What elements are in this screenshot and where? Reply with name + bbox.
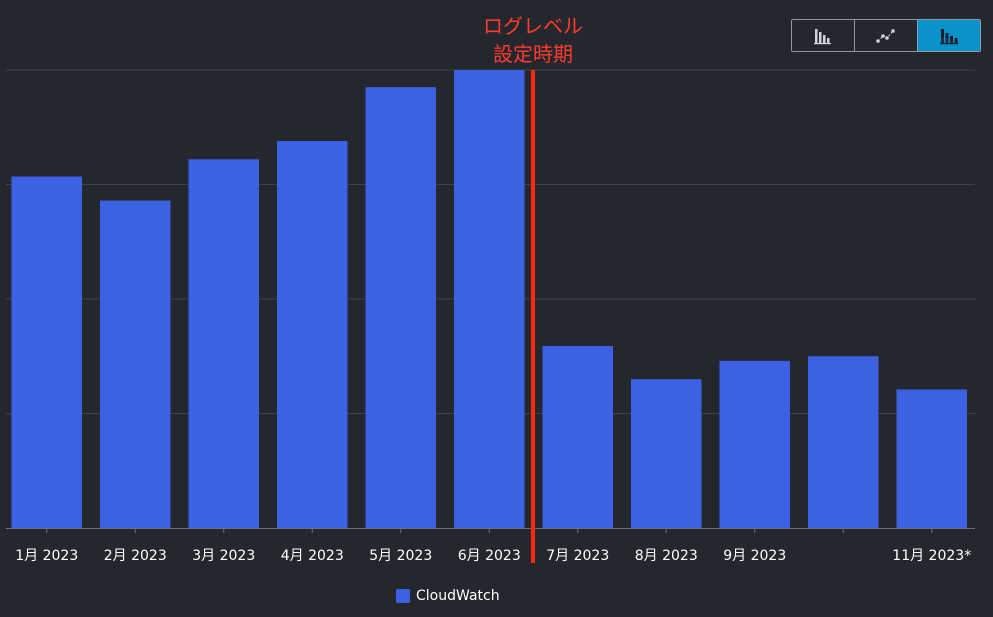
line-chart-icon xyxy=(876,28,895,43)
legend-swatch-cloudwatch[interactable] xyxy=(396,589,410,603)
x-tick-label: 11月 2023* xyxy=(892,548,971,564)
bar[interactable] xyxy=(631,379,702,528)
stacked-bar-chart-icon xyxy=(940,28,958,44)
x-tick-label: 6月 2023 xyxy=(458,548,521,564)
bar[interactable] xyxy=(719,360,791,528)
legend-label-cloudwatch: CloudWatch xyxy=(416,588,500,604)
bar[interactable] xyxy=(542,345,614,528)
x-tick-labels: 1月 2023 2月 2023 3月 2023 4月 2023 5月 2023 6月 20… xyxy=(15,548,971,564)
x-tick-label: 8月 2023 xyxy=(635,548,698,564)
marker-annotation: ログレベル 設定時期 xyxy=(458,12,608,68)
bar[interactable] xyxy=(365,87,437,529)
chart-type-toggle xyxy=(791,19,981,52)
bar-chart-icon xyxy=(814,28,831,44)
x-axis xyxy=(6,528,975,533)
stacked-bar-chart-toggle[interactable] xyxy=(918,20,980,51)
x-tick-label: 5月 2023 xyxy=(369,548,432,564)
legend: CloudWatch xyxy=(396,588,500,604)
bars xyxy=(11,70,968,529)
bar[interactable] xyxy=(100,200,171,528)
bar[interactable] xyxy=(896,389,968,528)
bar-chart-toggle[interactable] xyxy=(792,20,855,51)
marker-annotation-line1: ログレベル xyxy=(483,14,583,38)
x-tick-label: 3月 2023 xyxy=(192,548,255,564)
bar[interactable] xyxy=(277,140,348,529)
x-tick-label: 2月 2023 xyxy=(104,548,167,564)
marker-annotation-line2: 設定時期 xyxy=(493,42,573,66)
bar[interactable] xyxy=(808,356,879,528)
x-tick-label: 1月 2023 xyxy=(15,548,78,564)
line-chart-toggle[interactable] xyxy=(855,20,918,51)
bar[interactable] xyxy=(188,159,260,528)
x-tick-label: 9月 2023 xyxy=(723,548,786,564)
bar[interactable] xyxy=(454,70,525,528)
x-tick-label: 7月 2023 xyxy=(546,548,609,564)
bar[interactable] xyxy=(11,176,83,529)
x-tick-label: 4月 2023 xyxy=(281,548,344,564)
